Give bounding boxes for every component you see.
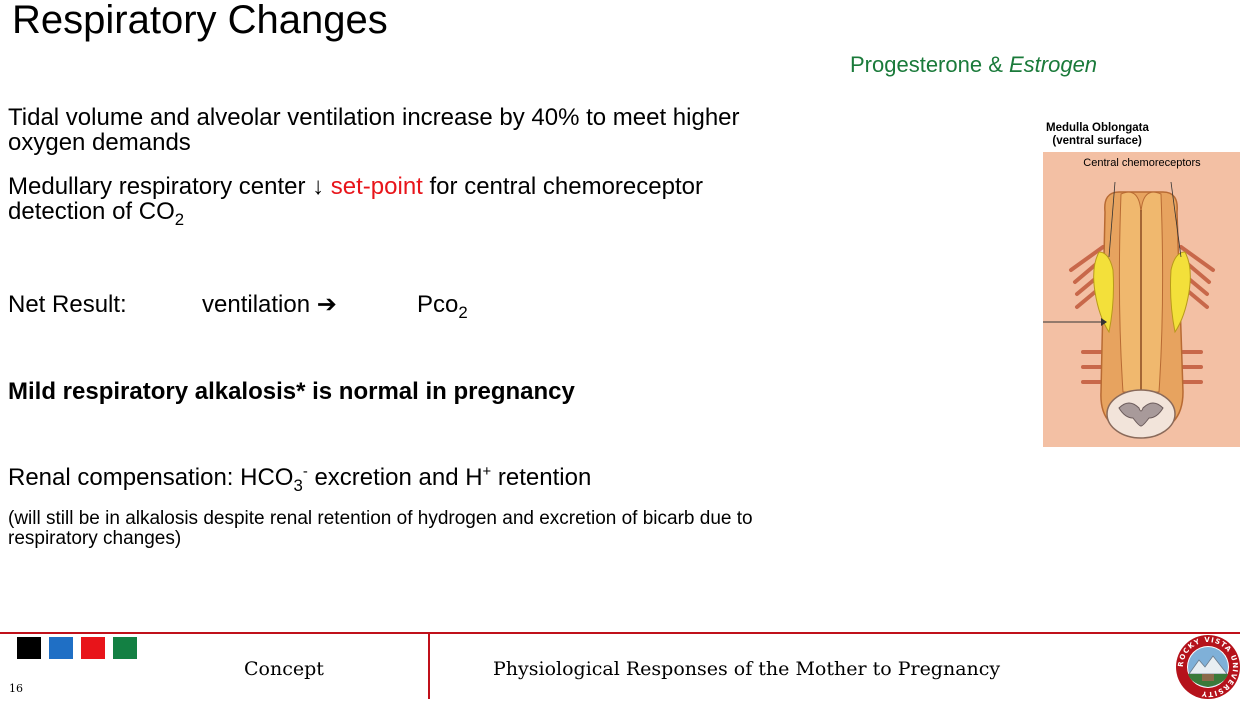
medullary-center-text: Medullary respiratory center ↓ set-point… bbox=[8, 173, 788, 228]
hormone-progesterone: Progesterone & bbox=[850, 52, 1009, 77]
black-square bbox=[17, 637, 41, 659]
p5-a: Renal compensation: HCO bbox=[8, 464, 294, 491]
university-seal-logo: ROCKY VISTA UNIVERSITY bbox=[1175, 634, 1240, 700]
medulla-illustration bbox=[1043, 152, 1240, 447]
h-plus-sup: + bbox=[482, 464, 492, 481]
p2-before: Medullary respiratory center ↓ bbox=[8, 173, 331, 200]
renal-compensation-text: Renal compensation: HCO3- excretion and … bbox=[8, 464, 592, 494]
slide-title: Respiratory Changes bbox=[12, 0, 388, 42]
ventilation-arrow: ventilation ➔ bbox=[202, 291, 337, 318]
p5-c: retention bbox=[491, 464, 592, 491]
figure-title: Medulla Oblongata (ventral surface) bbox=[1046, 122, 1149, 147]
hormone-estrogen: Estrogen bbox=[1008, 52, 1098, 77]
hco3-sup: - bbox=[302, 464, 308, 481]
alkalosis-note: (will still be in alkalosis despite rena… bbox=[8, 508, 753, 549]
hco3-sub: 3 bbox=[293, 475, 303, 495]
tidal-volume-text: Tidal volume and alveolar ventilation in… bbox=[8, 104, 740, 156]
hormones-caption: Progesterone & Estrogen bbox=[850, 52, 1097, 78]
blue-square bbox=[49, 637, 73, 659]
pco2-text: Pco2 bbox=[417, 291, 468, 321]
page-number: 16 bbox=[9, 682, 23, 695]
p2-after: for central chemoreceptor detection of C… bbox=[8, 173, 703, 225]
set-point-highlight: set-point bbox=[330, 173, 423, 200]
p5-b: excretion and H bbox=[307, 464, 483, 491]
footer-divider bbox=[428, 633, 430, 699]
net-result-label: Net Result: bbox=[8, 291, 127, 318]
footer-rule bbox=[0, 632, 1240, 634]
footer-title: Physiological Responses of the Mother to… bbox=[493, 658, 1001, 680]
green-square bbox=[113, 637, 137, 659]
co2-subscript: 2 bbox=[174, 209, 185, 229]
medulla-drawing bbox=[1043, 181, 1215, 439]
pco-label: Pco bbox=[417, 291, 459, 318]
red-square bbox=[81, 637, 105, 659]
footer-section-label: Concept bbox=[244, 658, 324, 680]
seal-drawing: ROCKY VISTA UNIVERSITY bbox=[1176, 635, 1240, 699]
central-chemoreceptors-label: Central chemoreceptors bbox=[1083, 157, 1201, 169]
alkalosis-statement: Mild respiratory alkalosis* is normal in… bbox=[8, 378, 575, 405]
pco2-subscript: 2 bbox=[458, 302, 468, 322]
